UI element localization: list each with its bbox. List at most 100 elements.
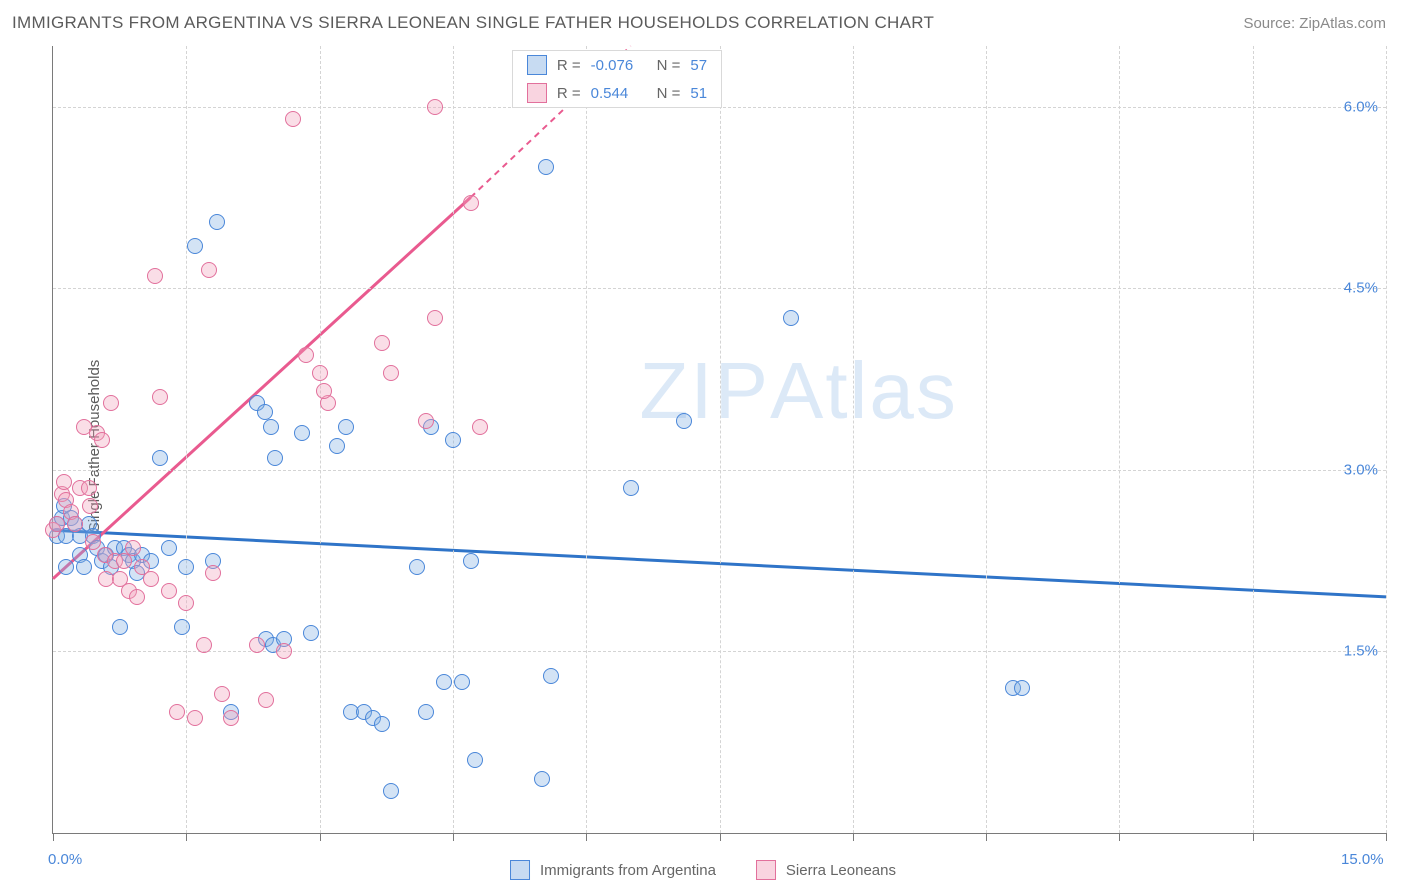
data-point	[81, 480, 97, 496]
swatch-blue-icon	[527, 55, 547, 75]
x-tick	[1253, 833, 1254, 841]
data-point	[454, 674, 470, 690]
legend-item-argentina: Immigrants from Argentina	[510, 860, 716, 880]
data-point	[534, 771, 550, 787]
x-tick	[1119, 833, 1120, 841]
gridline	[320, 46, 321, 833]
data-point	[161, 540, 177, 556]
data-point	[338, 419, 354, 435]
chart-title: IMMIGRANTS FROM ARGENTINA VS SIERRA LEON…	[12, 13, 934, 33]
y-tick-label: 3.0%	[1344, 461, 1378, 478]
swatch-blue-icon	[510, 860, 530, 880]
data-point	[249, 637, 265, 653]
data-point	[152, 450, 168, 466]
data-point	[67, 516, 83, 532]
x-tick	[1386, 833, 1387, 841]
data-point	[76, 559, 92, 575]
legend-bottom: Immigrants from Argentina Sierra Leonean…	[510, 860, 896, 880]
data-point	[427, 310, 443, 326]
n-label: N =	[657, 57, 681, 74]
data-point	[436, 674, 452, 690]
n-value: 57	[690, 57, 707, 74]
data-point	[676, 413, 692, 429]
x-tick	[853, 833, 854, 841]
data-point	[783, 310, 799, 326]
x-tick	[720, 833, 721, 841]
data-point	[49, 516, 65, 532]
data-point	[374, 335, 390, 351]
data-point	[543, 668, 559, 684]
data-point	[214, 686, 230, 702]
data-point	[445, 432, 461, 448]
data-point	[467, 752, 483, 768]
data-point	[56, 474, 72, 490]
data-point	[143, 571, 159, 587]
data-point	[152, 389, 168, 405]
x-tick	[320, 833, 321, 841]
data-point	[418, 413, 434, 429]
data-point	[196, 637, 212, 653]
x-tick	[586, 833, 587, 841]
x-tick	[453, 833, 454, 841]
data-point	[463, 195, 479, 211]
legend-item-sierra-leoneans: Sierra Leoneans	[756, 860, 896, 880]
source-label: Source: ZipAtlas.com	[1243, 15, 1386, 32]
data-point	[161, 583, 177, 599]
data-point	[267, 450, 283, 466]
y-tick-label: 6.0%	[1344, 98, 1378, 115]
x-axis-min-label: 0.0%	[48, 851, 82, 868]
data-point	[187, 710, 203, 726]
x-tick	[53, 833, 54, 841]
data-point	[298, 347, 314, 363]
swatch-pink-icon	[756, 860, 776, 880]
data-point	[178, 559, 194, 575]
gridline	[720, 46, 721, 833]
x-axis-max-label: 15.0%	[1341, 851, 1384, 868]
data-point	[201, 262, 217, 278]
legend-row: R =-0.076N =57	[513, 51, 721, 79]
data-point	[187, 238, 203, 254]
data-point	[209, 214, 225, 230]
data-point	[82, 498, 98, 514]
data-point	[472, 419, 488, 435]
data-point	[383, 783, 399, 799]
y-tick-label: 1.5%	[1344, 643, 1378, 660]
legend-correlation-box: R =-0.076N =57R =0.544N =51	[512, 50, 722, 108]
data-point	[538, 159, 554, 175]
gridline	[1119, 46, 1120, 833]
x-tick	[986, 833, 987, 841]
data-point	[303, 625, 319, 641]
data-point	[257, 404, 273, 420]
title-bar: IMMIGRANTS FROM ARGENTINA VS SIERRA LEON…	[0, 0, 1406, 46]
data-point	[223, 710, 239, 726]
data-point	[374, 716, 390, 732]
data-point	[427, 99, 443, 115]
data-point	[205, 565, 221, 581]
n-label: N =	[657, 85, 681, 102]
data-point	[623, 480, 639, 496]
data-point	[294, 425, 310, 441]
r-value: 0.544	[591, 85, 647, 102]
gridline	[586, 46, 587, 833]
data-point	[463, 553, 479, 569]
data-point	[312, 365, 328, 381]
data-point	[129, 589, 145, 605]
data-point	[112, 619, 128, 635]
gridline	[986, 46, 987, 833]
data-point	[383, 365, 399, 381]
data-point	[418, 704, 434, 720]
data-point	[174, 619, 190, 635]
swatch-pink-icon	[527, 83, 547, 103]
y-tick-label: 4.5%	[1344, 280, 1378, 297]
r-value: -0.076	[591, 57, 647, 74]
legend-label: Sierra Leoneans	[786, 862, 896, 879]
data-point	[58, 559, 74, 575]
data-point	[258, 692, 274, 708]
legend-label: Immigrants from Argentina	[540, 862, 716, 879]
data-point	[94, 432, 110, 448]
x-tick	[186, 833, 187, 841]
data-point	[147, 268, 163, 284]
data-point	[178, 595, 194, 611]
data-point	[103, 395, 119, 411]
gridline	[853, 46, 854, 833]
